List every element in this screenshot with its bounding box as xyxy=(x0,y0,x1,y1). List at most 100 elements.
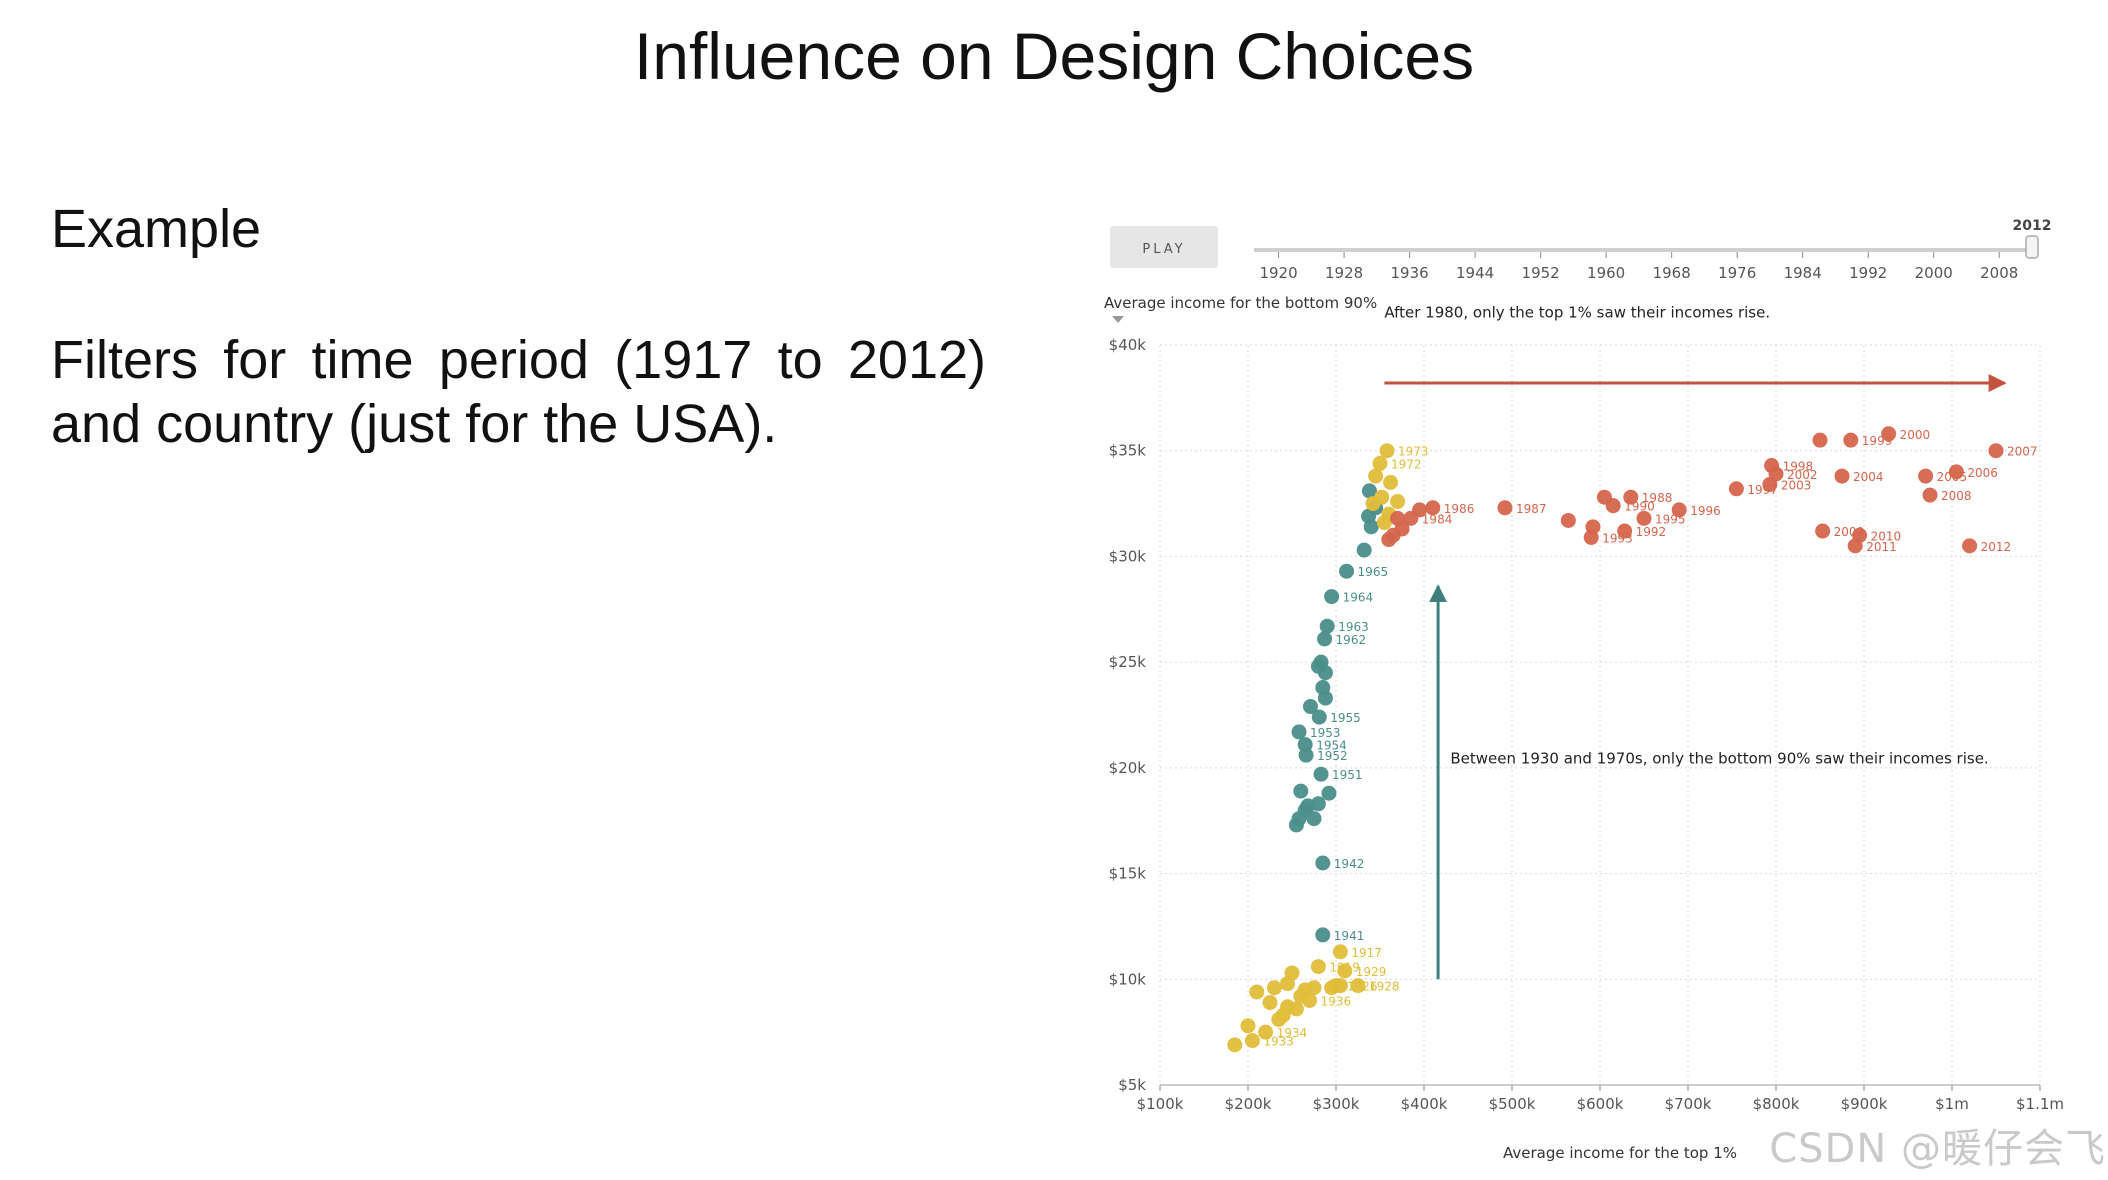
point-1979[interactable] xyxy=(1376,515,1392,531)
point-1970[interactable] xyxy=(1361,483,1377,499)
x-tick-label: $1m xyxy=(1935,1095,1969,1113)
point-1932[interactable] xyxy=(1227,1037,1243,1053)
point-1946[interactable] xyxy=(1306,811,1322,827)
point-1992[interactable] xyxy=(1617,523,1633,539)
point-label-2006: 2006 xyxy=(1967,466,1998,480)
year-slider-handle[interactable] xyxy=(2025,235,2039,259)
play-button[interactable] xyxy=(1110,226,1218,268)
point-1966[interactable] xyxy=(1356,542,1372,558)
x-tick-label: $100k xyxy=(1137,1095,1184,1113)
point-2008[interactable] xyxy=(1922,487,1938,503)
point-1922[interactable] xyxy=(1266,980,1282,996)
point-2006[interactable] xyxy=(1948,464,1964,480)
point-1928[interactable] xyxy=(1350,978,1366,994)
point-2011[interactable] xyxy=(1847,538,1863,554)
point-1954[interactable] xyxy=(1297,737,1313,753)
slider-tick-label: 1984 xyxy=(1784,264,1822,282)
point-1957[interactable] xyxy=(1315,680,1331,696)
point-1964[interactable] xyxy=(1324,589,1340,605)
point-1958[interactable] xyxy=(1302,699,1318,715)
point-1924[interactable] xyxy=(1306,980,1322,996)
point-1940[interactable] xyxy=(1293,988,1309,1004)
point-1986[interactable] xyxy=(1425,500,1441,516)
point-label-1953: 1953 xyxy=(1310,726,1341,740)
point-1931[interactable] xyxy=(1240,1018,1256,1034)
point-1965[interactable] xyxy=(1339,563,1355,579)
point-label-1987: 1987 xyxy=(1516,502,1547,516)
point-2007[interactable] xyxy=(1988,443,2004,459)
point-1939[interactable] xyxy=(1280,999,1296,1015)
y-tick-label: $40k xyxy=(1109,336,1147,354)
y-tick-label: $15k xyxy=(1109,865,1147,883)
x-tick-label: $200k xyxy=(1225,1095,1272,1113)
point-1921[interactable] xyxy=(1249,984,1265,1000)
point-label-1990: 1990 xyxy=(1624,500,1655,514)
x-tick-label: $500k xyxy=(1489,1095,1536,1113)
point-1994[interactable] xyxy=(1585,519,1601,535)
point-1983[interactable] xyxy=(1385,527,1401,543)
point-1929[interactable] xyxy=(1337,963,1353,979)
point-2001[interactable] xyxy=(1812,432,1828,448)
point-label-2007: 2007 xyxy=(2007,445,2038,459)
point-1985[interactable] xyxy=(1412,502,1428,518)
point-label-2002: 2002 xyxy=(1787,468,1818,482)
point-1990[interactable] xyxy=(1605,498,1621,514)
point-1962[interactable] xyxy=(1317,631,1333,647)
point-label-2011: 2011 xyxy=(1866,540,1897,554)
point-1995[interactable] xyxy=(1636,510,1652,526)
slider-tick-label: 1960 xyxy=(1587,264,1625,282)
point-1920[interactable] xyxy=(1280,976,1296,992)
x-tick-label: $1.1m xyxy=(2016,1095,2064,1113)
point-1942[interactable] xyxy=(1315,855,1331,871)
point-label-2003: 2003 xyxy=(1781,479,1812,493)
chart-svg: PLAY 2012 1920 1928 1936 1944 1952 1960 1968 1976… xyxy=(1104,218,2064,1162)
point-label-1942: 1942 xyxy=(1334,857,1365,871)
point-2000[interactable] xyxy=(1881,426,1897,442)
point-1953[interactable] xyxy=(1291,724,1307,740)
point-1996[interactable] xyxy=(1671,502,1687,518)
point-2003[interactable] xyxy=(1762,477,1778,493)
point-1963[interactable] xyxy=(1319,618,1335,634)
point-2009[interactable] xyxy=(1815,523,1831,539)
point-1988[interactable] xyxy=(1623,489,1639,505)
point-label-1933: 1933 xyxy=(1263,1035,1294,1049)
point-2012[interactable] xyxy=(1962,538,1978,554)
point-1951[interactable] xyxy=(1313,766,1329,782)
income-scatter-chart: PLAY 2012 1920 1928 1936 1944 1952 1960 1968 1976… xyxy=(1098,212,2068,1180)
point-1933[interactable] xyxy=(1244,1033,1260,1049)
point-label-1928: 1928 xyxy=(1369,980,1400,994)
point-1934[interactable] xyxy=(1258,1024,1274,1040)
point-1987[interactable] xyxy=(1497,500,1513,516)
slider-tick-label: 1928 xyxy=(1325,264,1363,282)
play-button-label: PLAY xyxy=(1142,242,1185,257)
point-2004[interactable] xyxy=(1834,468,1850,484)
point-1919[interactable] xyxy=(1310,959,1326,975)
point-1991[interactable] xyxy=(1560,512,1576,528)
slider-tick-label: 2008 xyxy=(1980,264,2018,282)
y-tick-label: $10k xyxy=(1109,970,1147,988)
point-1955[interactable] xyxy=(1311,709,1327,725)
point-1972[interactable] xyxy=(1372,455,1388,471)
point-label-1972: 1972 xyxy=(1391,457,1422,471)
point-1961[interactable] xyxy=(1313,654,1329,670)
point-1997[interactable] xyxy=(1728,481,1744,497)
point-1950[interactable] xyxy=(1321,785,1337,801)
point-1917[interactable] xyxy=(1332,944,1348,960)
point-1999[interactable] xyxy=(1843,432,1859,448)
point-1978[interactable] xyxy=(1390,493,1406,509)
point-label-1962: 1962 xyxy=(1336,633,1367,647)
slider-tick-label: 2000 xyxy=(1915,264,1953,282)
point-1949[interactable] xyxy=(1300,798,1316,814)
point-2005[interactable] xyxy=(1918,468,1934,484)
point-1948[interactable] xyxy=(1293,783,1309,799)
point-1974[interactable] xyxy=(1383,474,1399,490)
annotation-text-2: Between 1930 and 1970s, only the bottom … xyxy=(1450,750,1988,768)
point-1976[interactable] xyxy=(1374,489,1390,505)
point-1971[interactable] xyxy=(1368,468,1384,484)
point-1930[interactable] xyxy=(1262,995,1278,1011)
point-1927[interactable] xyxy=(1332,978,1348,994)
x-tick-label: $600k xyxy=(1577,1095,1624,1113)
point-1941[interactable] xyxy=(1315,927,1331,943)
y-axis-dropdown-icon[interactable] xyxy=(1112,316,1124,323)
point-1973[interactable] xyxy=(1379,443,1395,459)
